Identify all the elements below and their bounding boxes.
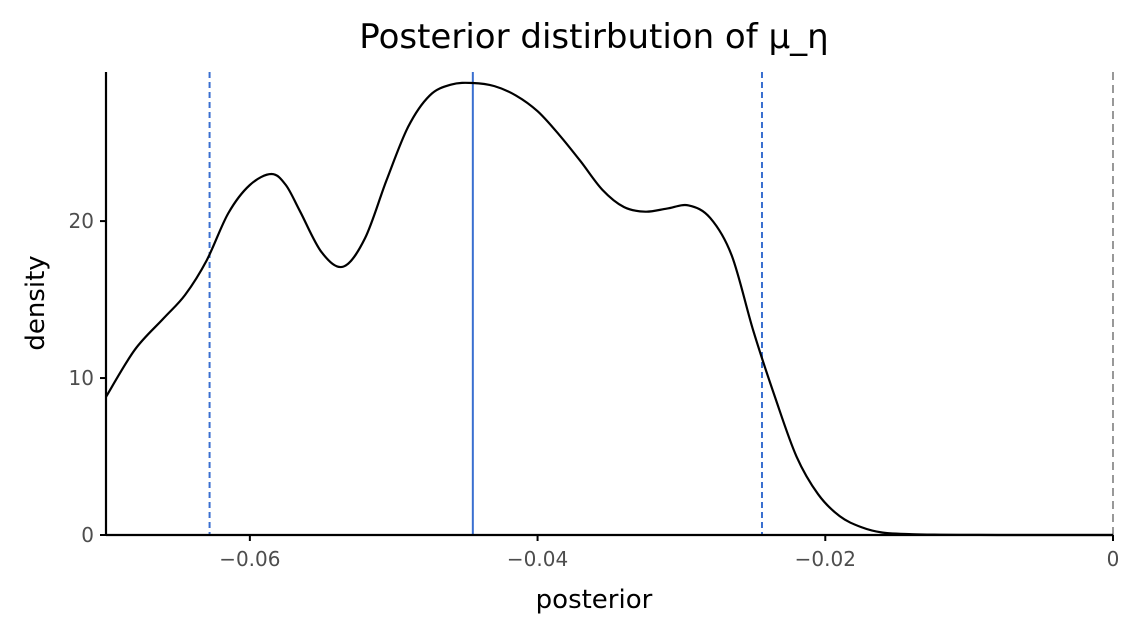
- plot-area: −0.06 −0.04 −0.02 0 0 10 20: [69, 72, 1120, 571]
- x-tick-label: −0.02: [795, 547, 856, 571]
- x-tick-label: 0: [1107, 547, 1120, 571]
- x-axis-label: posterior: [536, 585, 653, 615]
- density-curve: [106, 81, 1113, 537]
- x-tick-label: −0.04: [507, 547, 568, 571]
- y-tick-label: 0: [81, 523, 94, 547]
- y-tick-label: 10: [69, 366, 94, 390]
- y-tick-label: 20: [69, 209, 94, 233]
- x-tick-label: −0.06: [219, 547, 280, 571]
- chart-title: Posterior distirbution of μ_η: [359, 17, 828, 57]
- y-axis-label: density: [21, 255, 51, 350]
